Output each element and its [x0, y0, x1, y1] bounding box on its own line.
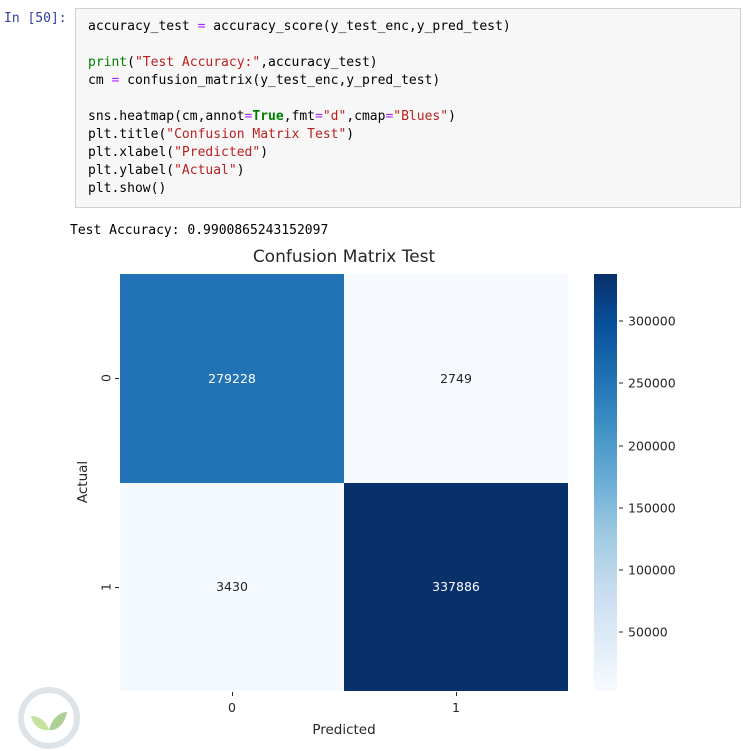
heatmap-grid: 279228 2749 3430 337886 — [120, 274, 568, 691]
y-tick-label-1: 1 — [98, 583, 114, 591]
colorbar-tick: 200000 — [619, 438, 676, 453]
code-line: sns.heatmap(cm,annot=True,fmt="d",cmap="… — [88, 109, 456, 124]
code-line: ​ — [88, 90, 732, 108]
code-line: cm = confusion_matrix(y_test_enc,y_pred_… — [88, 73, 441, 88]
colorbar-tick: 150000 — [619, 500, 676, 515]
colorbar-gradient — [594, 274, 617, 691]
x-axis-label: Predicted — [312, 722, 376, 738]
code-line: print("Test Accuracy:",accuracy_test) — [88, 55, 378, 70]
watermark-logo: كشكول — [6, 684, 92, 751]
colorbar-tick: 300000 — [619, 314, 676, 329]
colorbar-tick: 100000 — [619, 563, 676, 578]
code-line: ​ — [88, 36, 732, 54]
x-tick-label-0: 0 — [228, 700, 236, 715]
y-tick-mark — [115, 587, 119, 588]
colorbar-tick: 50000 — [619, 625, 668, 640]
y-tick-mark — [115, 378, 119, 379]
heatmap-cell-0-0: 279228 — [120, 274, 344, 483]
code-line: plt.ylabel("Actual") — [88, 163, 245, 178]
code-line: accuracy_test = accuracy_score(y_test_en… — [88, 19, 511, 34]
heatmap-cell-0-1: 2749 — [344, 274, 568, 483]
code-cell[interactable]: accuracy_test = accuracy_score(y_test_en… — [75, 8, 741, 208]
heatmap-cell-1-0: 3430 — [120, 482, 344, 691]
y-axis-label: Actual — [75, 460, 91, 504]
colorbar-tick: 250000 — [619, 376, 676, 391]
code-line: plt.xlabel("Predicted") — [88, 145, 269, 160]
x-tick-mark — [456, 692, 457, 696]
x-tick-mark — [232, 692, 233, 696]
figure-title: Confusion Matrix Test — [252, 247, 436, 267]
output-text: Test Accuracy: 0.9900865243152097 — [70, 223, 329, 238]
confusion-matrix-figure: Confusion Matrix Test 279228 2749 3430 3378… — [0, 244, 743, 751]
cell-input-prompt: In [50]: — [4, 11, 67, 26]
code-line: plt.title("Confusion Matrix Test") — [88, 127, 355, 142]
heatmap-cell-1-1: 337886 — [344, 482, 568, 691]
code-lines: accuracy_test = accuracy_score(y_test_en… — [88, 18, 732, 198]
watermark-leaf-icon: كشكول — [18, 687, 80, 751]
code-line: plt.show() — [88, 181, 167, 196]
x-tick-label-1: 1 — [452, 700, 460, 715]
colorbar-ticks: 300000 250000 200000 150000 100000 50000 — [619, 274, 719, 691]
y-tick-label-0: 0 — [98, 374, 114, 382]
